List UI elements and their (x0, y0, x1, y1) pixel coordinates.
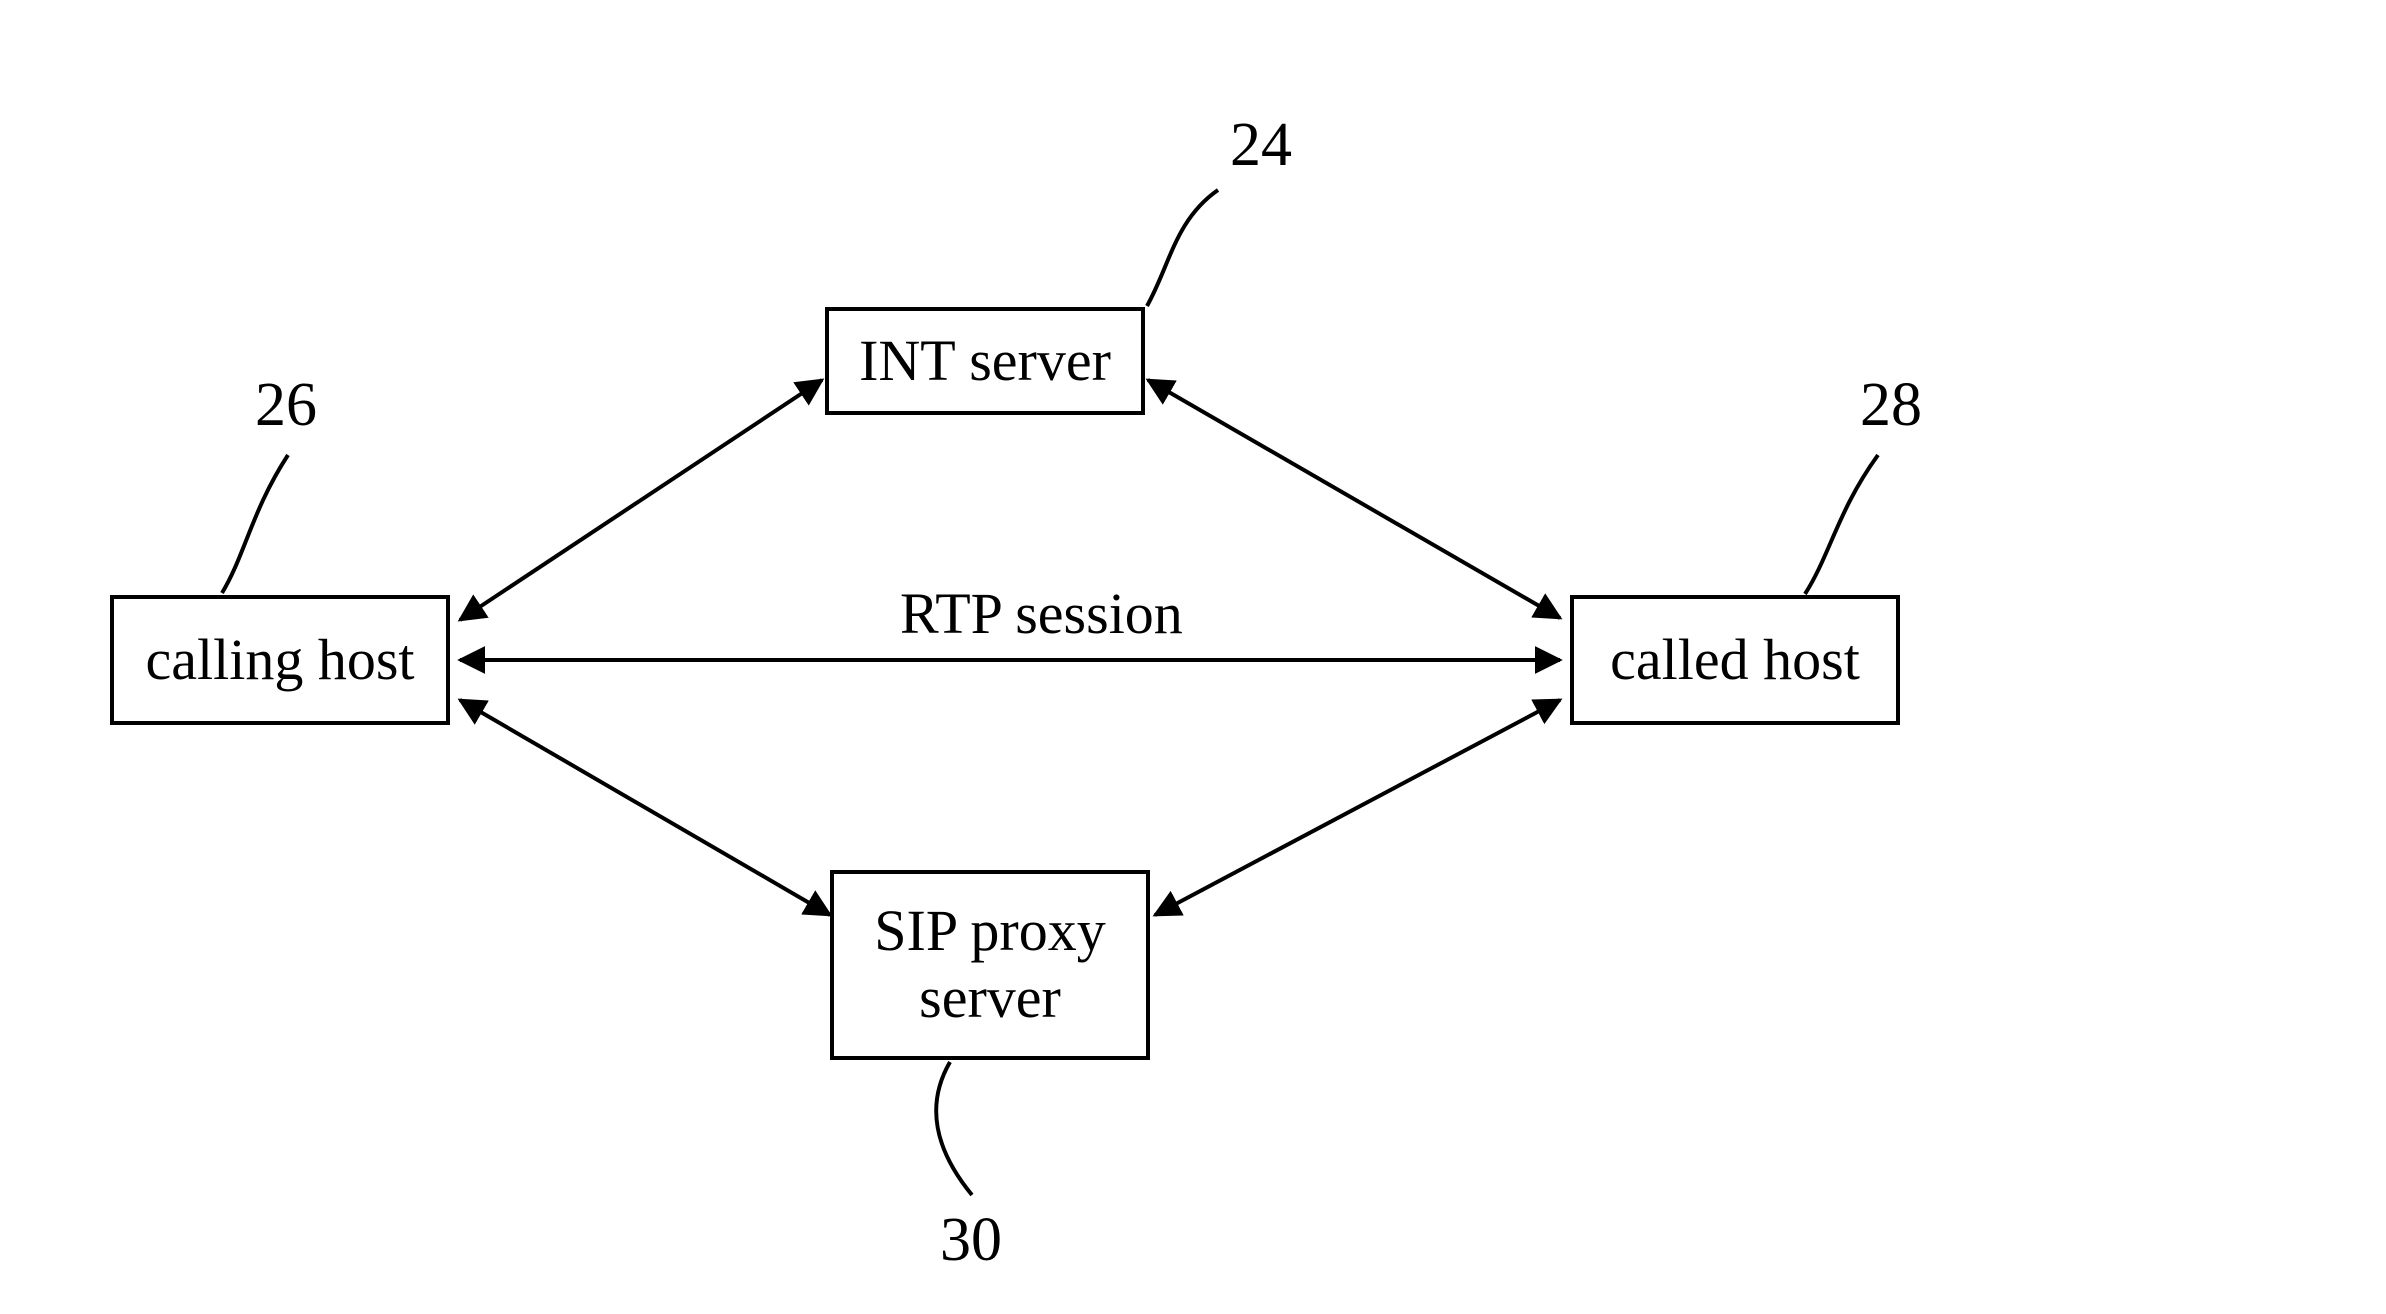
ref-label-24: 24 (1230, 110, 1292, 181)
leader-26 (222, 455, 288, 593)
node-calling-host: calling host (110, 595, 450, 725)
node-int-server: INT server (825, 307, 1145, 415)
leader-30 (936, 1062, 972, 1195)
node-label: SIP proxy server (854, 898, 1126, 1031)
edge-calledhost-sipproxy (1155, 700, 1560, 915)
node-label: INT server (859, 328, 1111, 395)
edge-callinghost-intserver (460, 380, 822, 620)
edge-label-rtp-session: RTP session (900, 580, 1183, 647)
edge-calledhost-intserver (1148, 380, 1560, 618)
leader-28 (1805, 455, 1878, 594)
node-label: called host (1610, 627, 1860, 694)
ref-label-26: 26 (255, 370, 317, 441)
edge-callinghost-sipproxy (460, 700, 830, 915)
node-called-host: called host (1570, 595, 1900, 725)
ref-label-30: 30 (940, 1205, 1002, 1276)
node-sip-proxy-server: SIP proxy server (830, 870, 1150, 1060)
ref-label-28: 28 (1860, 370, 1922, 441)
node-label: calling host (145, 627, 414, 694)
leader-24 (1147, 190, 1218, 306)
